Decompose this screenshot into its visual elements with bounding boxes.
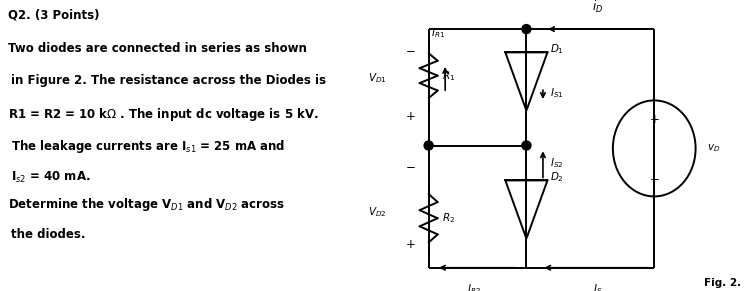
Text: The leakage currents are I$_{s1}$ = 25 mA and: The leakage currents are I$_{s1}$ = 25 m… (11, 138, 286, 155)
Text: R1 = R2 = 10 k$\Omega$ . The input dc voltage is 5 kV.: R1 = R2 = 10 k$\Omega$ . The input dc vo… (8, 106, 318, 123)
Ellipse shape (424, 141, 433, 150)
Text: Fig. 2.: Fig. 2. (704, 278, 741, 288)
Text: Two diodes are connected in series as shown: Two diodes are connected in series as sh… (8, 42, 306, 55)
Text: $-$: $-$ (649, 171, 660, 184)
Text: $V_{D1}$: $V_{D1}$ (368, 72, 387, 86)
Text: $D_2$: $D_2$ (550, 171, 564, 184)
Text: $+$: $+$ (405, 238, 415, 251)
Text: $i_D$: $i_D$ (593, 0, 603, 15)
Text: $I_S$: $I_S$ (593, 283, 602, 291)
Text: the diodes.: the diodes. (11, 228, 86, 242)
Text: $V_{D2}$: $V_{D2}$ (368, 205, 387, 219)
Text: $I_{R1}$: $I_{R1}$ (431, 26, 445, 40)
Ellipse shape (522, 141, 531, 150)
Text: Q2. (3 Points): Q2. (3 Points) (8, 9, 99, 22)
Text: I$_{s2}$ = 40 mA.: I$_{s2}$ = 40 mA. (11, 170, 91, 185)
Ellipse shape (522, 24, 531, 34)
Text: $R_1$: $R_1$ (442, 69, 456, 83)
Text: $I_{S1}$: $I_{S1}$ (550, 86, 564, 100)
Text: $R_2$: $R_2$ (442, 211, 455, 225)
Text: $v_D$: $v_D$ (707, 143, 720, 154)
Text: Determine the voltage V$_{D1}$ and V$_{D2}$ across: Determine the voltage V$_{D1}$ and V$_{D… (8, 196, 284, 213)
Text: $D_1$: $D_1$ (550, 42, 565, 56)
Text: $I_{S2}$: $I_{S2}$ (550, 156, 564, 170)
Text: $+$: $+$ (649, 113, 660, 126)
Text: $I_{R2}$: $I_{R2}$ (467, 283, 481, 291)
Text: $+$: $+$ (405, 110, 415, 123)
Text: $-$: $-$ (405, 159, 415, 172)
Text: $-$: $-$ (405, 43, 415, 56)
Text: in Figure 2. The resistance across the Diodes is: in Figure 2. The resistance across the D… (11, 74, 326, 87)
